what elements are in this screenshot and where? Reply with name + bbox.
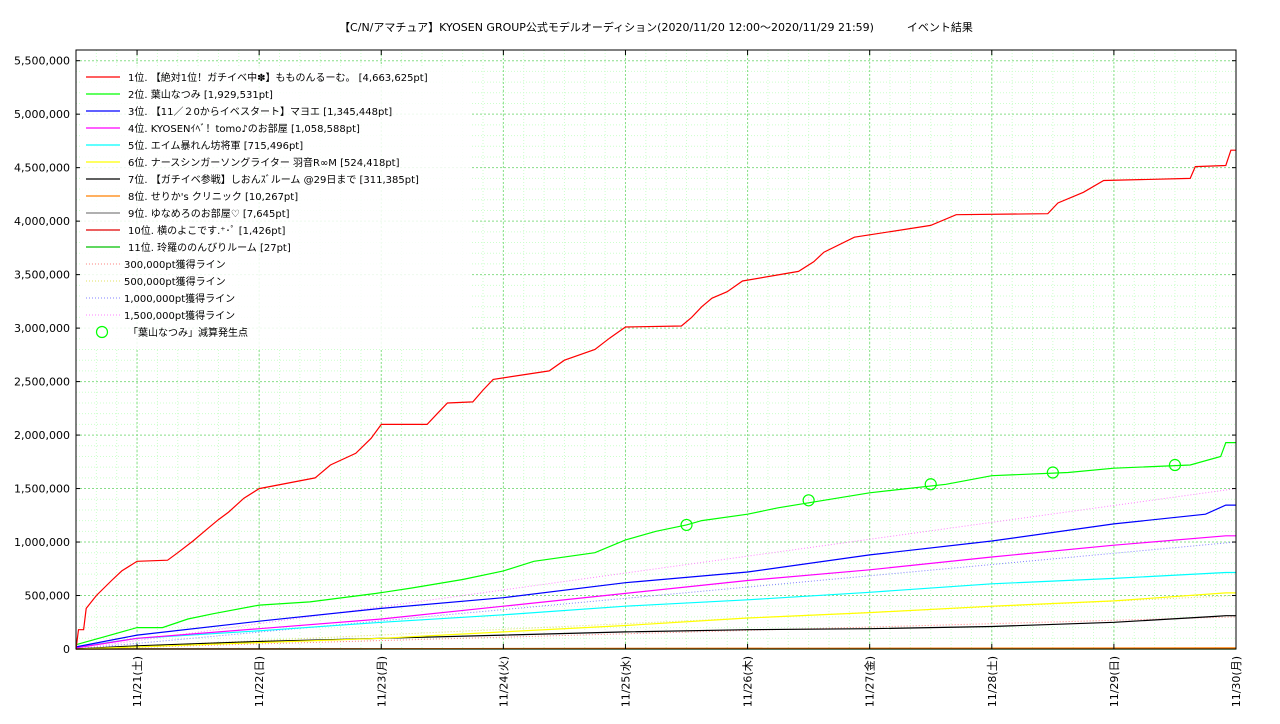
x-tick-label: 11/25(水) [619,656,632,707]
y-tick-label: 500,000 [25,590,71,603]
y-tick-label: 5,000,000 [14,108,70,121]
x-tick-label: 11/26(木) [742,656,755,707]
legend: 1位. 【絶対1位！ガチイベ中✽】もものんるーむ。 [4,663,625pt] 2… [80,66,470,348]
reference-line [76,489,1236,649]
x-tick-label: 11/21(土) [131,656,144,707]
x-tick-label: 11/27(金) [863,656,877,707]
x-tick-label: 11/28(土) [986,656,999,707]
series-line [76,573,1236,648]
legend-label: 11位. 玲羅ののんびりルーム [27pt] [128,241,291,254]
reference-lines [76,489,1236,649]
legend-label: 3位. 【11／２0からイベスタート】マヨエ [1,345,448pt] [128,105,392,118]
legend-label: 500,000pt獲得ライン [124,275,226,288]
legend-label: 1,500,000pt獲得ライン [124,309,235,322]
y-tick-label: 0 [63,643,70,656]
y-tick-label: 4,000,000 [14,215,70,228]
legend-label: 8位. せりか's クリニック [10,267pt] [128,190,298,203]
legend-label: 10位. 横のよこです.⁺･ﾟ [1,426pt] [128,224,286,237]
y-tick-label: 2,500,000 [14,376,70,389]
x-tick-label: 11/22(日) [253,656,266,707]
x-tick-label: 11/23(月) [375,656,388,707]
series-line [76,443,1236,645]
legend-label: 5位. エイム暴れん坊将軍 [715,496pt] [128,139,303,152]
legend-label: 4位. KYOSENｲﾍﾞ！tomo♪のお部屋 [1,058,588pt] [128,122,360,135]
y-tick-label: 3,000,000 [14,322,70,335]
y-tick-label: 4,500,000 [14,162,70,175]
y-tick-label: 1,500,000 [14,483,70,496]
legend-label: 1,000,000pt獲得ライン [124,292,235,305]
x-tick-label: 11/29(日) [1108,656,1121,707]
legend-label: 1位. 【絶対1位！ガチイベ中✽】もものんるーむ。 [4,663,625pt] [128,71,428,84]
x-tick-label: 11/24(火) [497,656,510,707]
legend-label: 6位. ナースシンガーソングライター 羽音R∞M [524,418pt] [128,156,400,169]
y-tick-label: 2,000,000 [14,429,70,442]
y-tick-label: 1,000,000 [14,536,70,549]
y-tick-label: 5,500,000 [14,55,70,68]
legend-label: 300,000pt獲得ライン [124,258,226,271]
legend-label: 「葉山なつみ」減算発生点 [128,326,248,339]
legend-label: 9位. ゆなめろのお部屋♡ [7,645pt] [128,207,290,220]
series-line [76,505,1236,647]
chart-title: 【C/N/アマチュア】KYOSEN GROUP公式モデルオーディション(2020… [339,20,973,34]
legend-label: 7位. 【ガチイベ参戦】しおんｽﾞルーム @29日まで [311,385pt] [128,173,419,186]
y-tick-label: 3,500,000 [14,269,70,282]
x-tick-label: 11/30(月) [1230,656,1243,707]
legend-label: 2位. 葉山なつみ [1,929,531pt] [128,88,273,101]
